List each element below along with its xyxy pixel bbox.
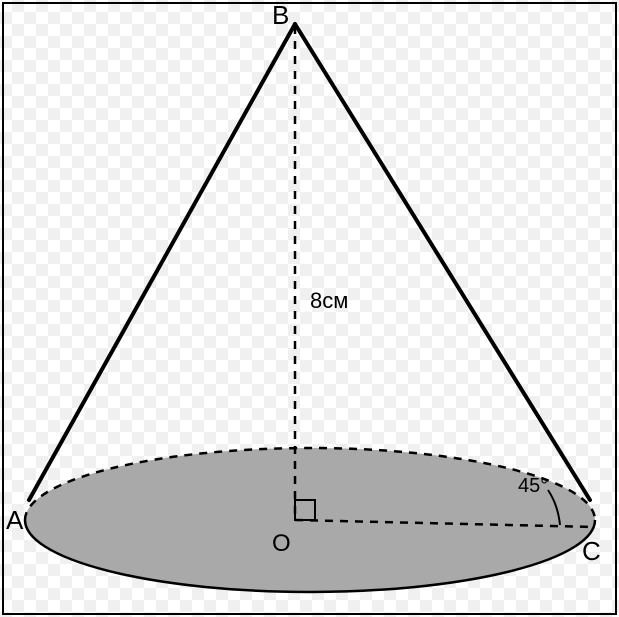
label-B: В	[272, 0, 289, 31]
label-height: 8см	[310, 288, 348, 314]
label-A: А	[6, 505, 23, 536]
label-C: С	[582, 536, 601, 567]
slant-right	[295, 24, 590, 500]
label-angle: 45°	[518, 475, 548, 498]
label-O: О	[272, 530, 291, 558]
slant-left	[29, 24, 295, 500]
